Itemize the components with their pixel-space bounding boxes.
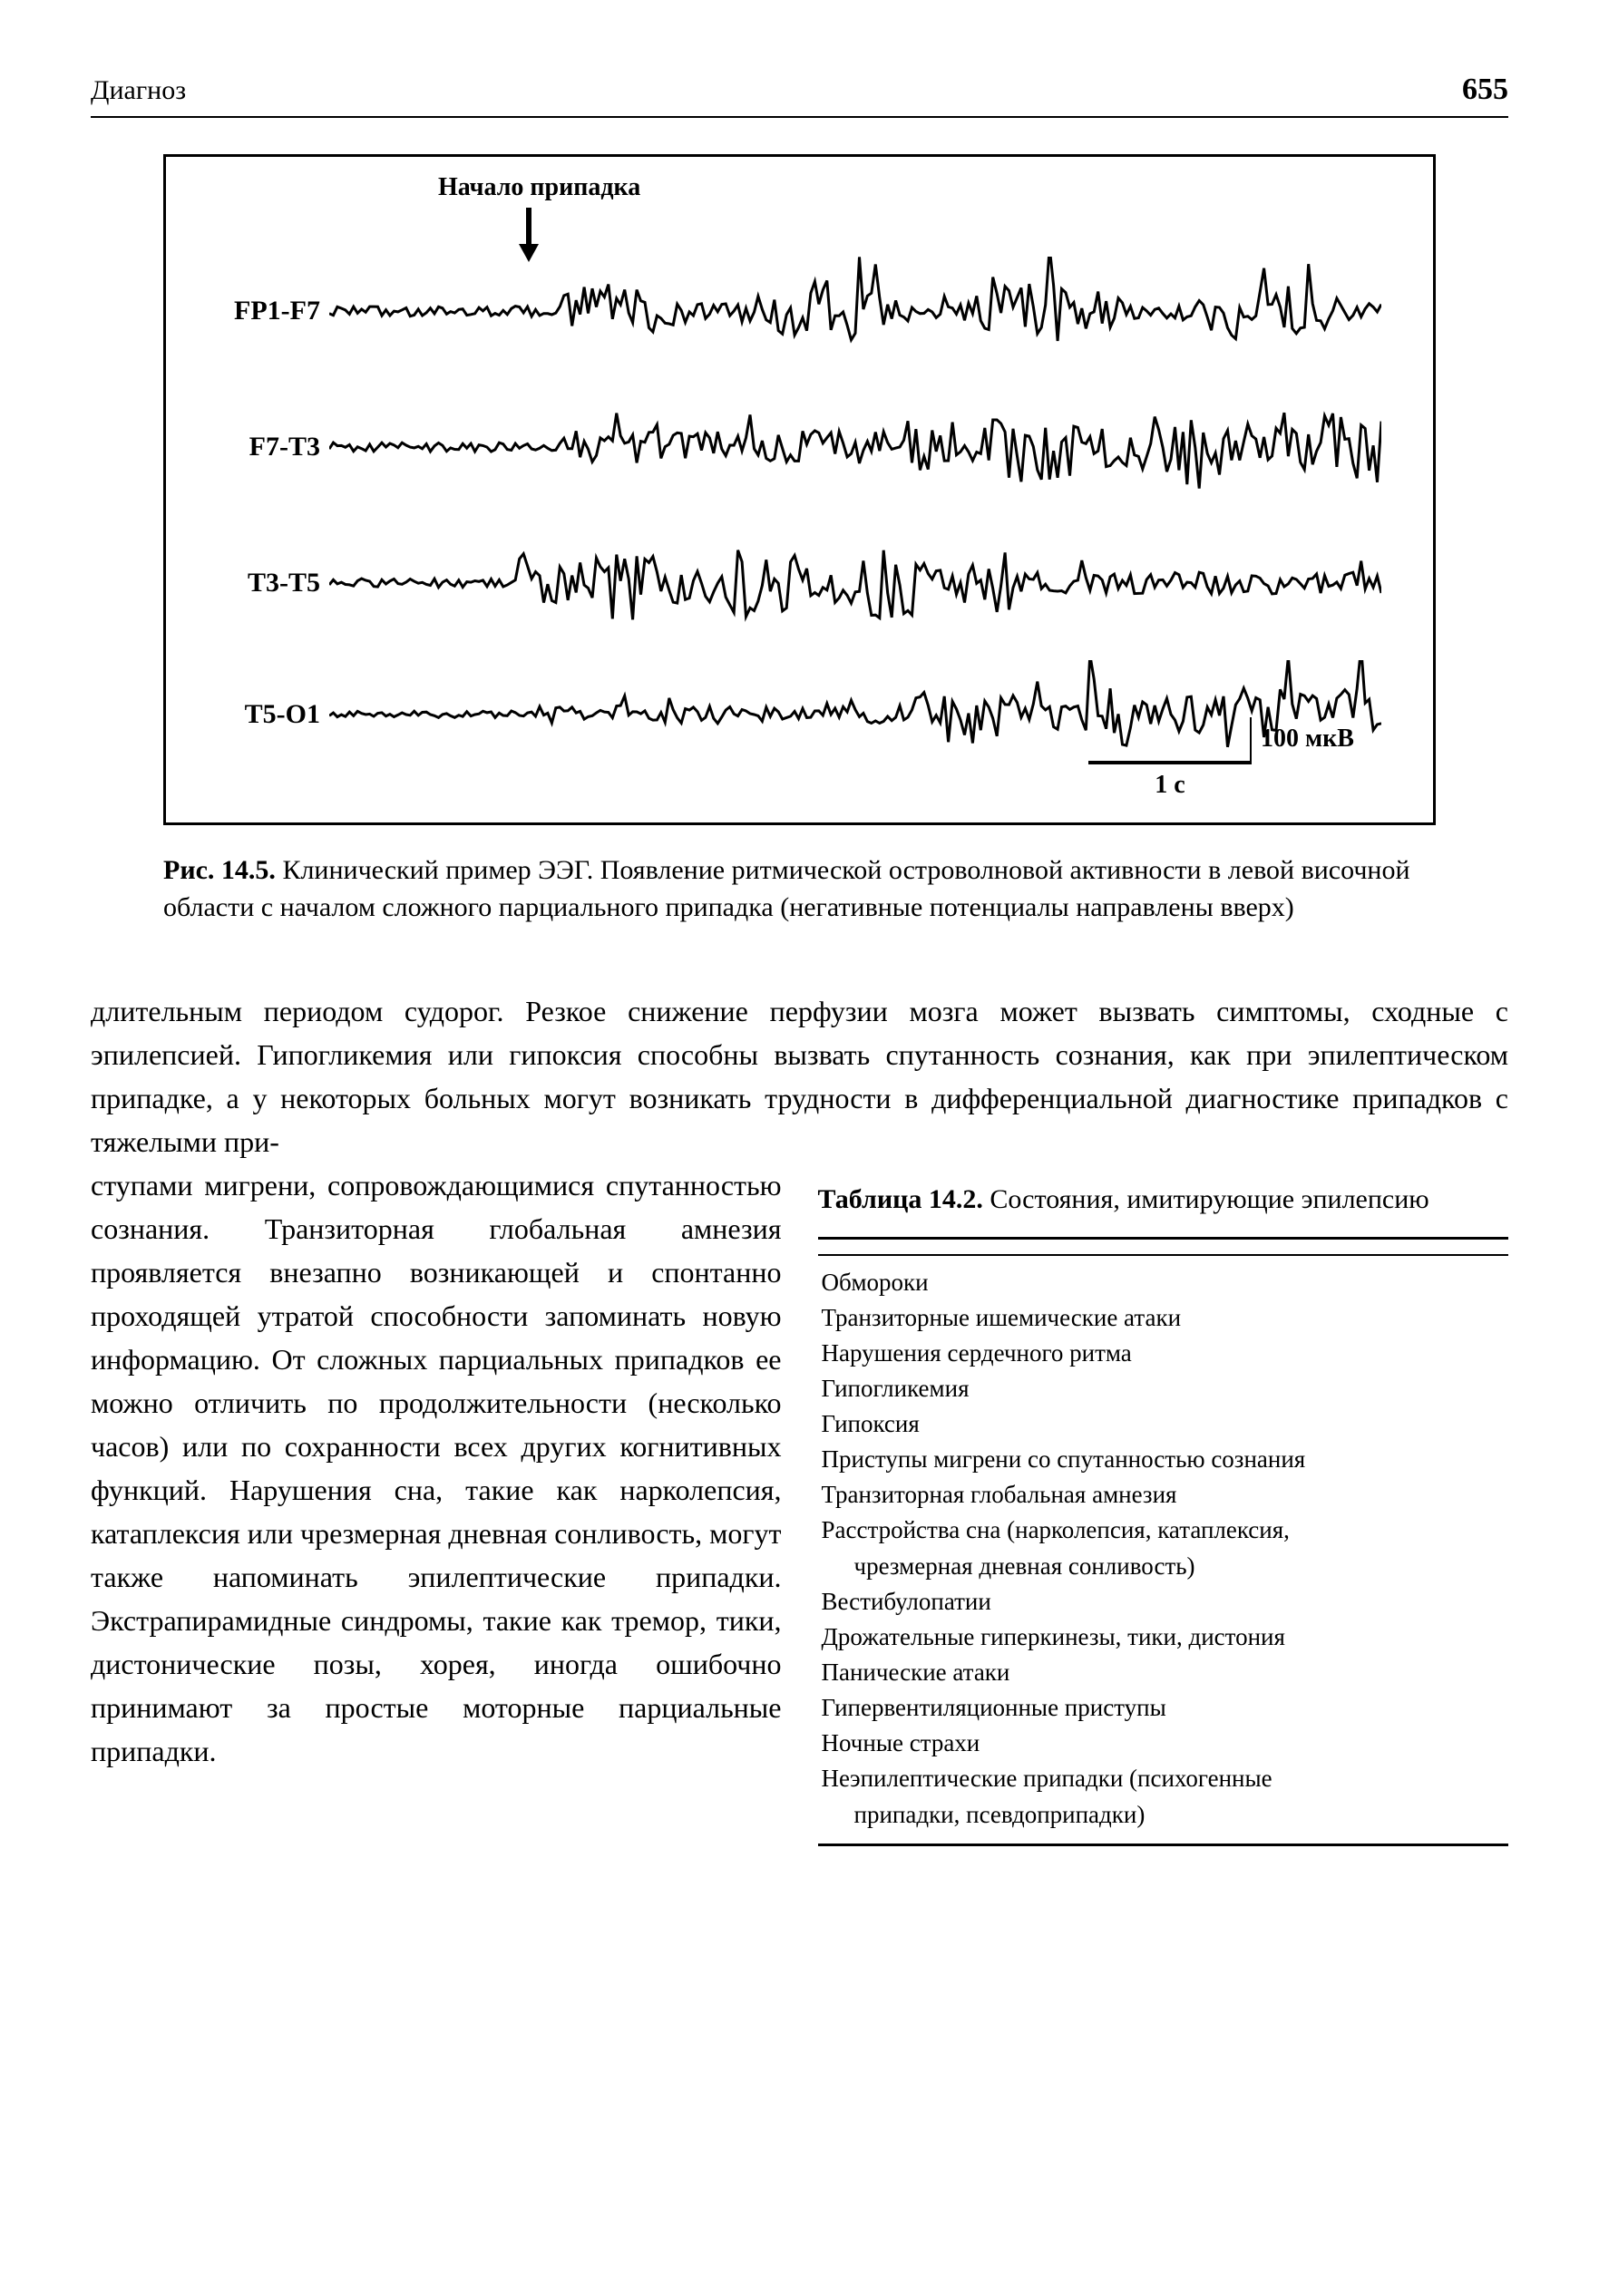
table-row: Гипоксия [818,1406,1509,1442]
body-paragraph-top: длительным периодом судорог. Резкое сниж… [91,989,1508,1163]
eeg-waveform [329,529,1406,637]
scale-amplitude: 100 мкВ [1261,725,1354,754]
eeg-channel-label: FP1-F7 [193,296,329,326]
body-paragraph-left: ступами мигрени, сопровождающимися спута… [91,1163,782,1846]
eeg-channel-label: T3-T5 [193,568,329,598]
table-row: Неэпилептические припадки (психогенные [818,1761,1509,1796]
figure-label: Рис. 14.5. [163,855,276,885]
onset-label: Начало припадка [438,173,640,202]
table-row: Гипервентиляционные приступы [818,1690,1509,1726]
page-header: Диагноз 655 [91,73,1508,118]
table-row: Гипогликемия [818,1371,1509,1406]
eeg-figure: Начало припадка FP1-F7 F7-T3 T3-T5 T5-O1 10… [163,154,1436,825]
table-row: чрезмерная дневная сонливость) [818,1549,1509,1584]
onset-arrow-icon [515,208,542,262]
table-row: Обмороки [818,1265,1509,1300]
eeg-waveform [329,393,1406,501]
table-row: припадки, псевдоприпадки) [818,1797,1509,1833]
scale-time: 1 с [1088,771,1252,800]
header-section: Диагноз [91,75,186,106]
table-row: Дрожательные гиперкинезы, тики, дистония [818,1620,1509,1655]
eeg-trace-row: F7-T3 [193,393,1406,501]
table-label: Таблица 14.2. [818,1184,983,1214]
table-row: Транзиторная глобальная амнезия [818,1477,1509,1513]
table-row: Нарушения сердечного ритма [818,1336,1509,1371]
table-row: Приступы мигрени со спутанностью сознани… [818,1442,1509,1477]
table-box: ОбморокиТранзиторные ишемические атакиНа… [818,1237,1509,1846]
eeg-trace-row: FP1-F7 [193,257,1406,365]
two-column-region: ступами мигрени, сопровождающимися спута… [91,1163,1508,1846]
table-column: Таблица 14.2. Состояния, имитирующие эпи… [818,1163,1509,1846]
eeg-channel-label: T5-O1 [193,699,329,730]
table-row: Ночные страхи [818,1726,1509,1761]
page-number: 655 [1462,73,1508,107]
eeg-channel-label: F7-T3 [193,432,329,462]
scale-bar: 100 мкВ 1 с [1088,717,1252,800]
table-row: Транзиторные ишемические атаки [818,1300,1509,1336]
table-row: Вестибулопатии [818,1584,1509,1620]
figure-caption-text: Клинический пример ЭЭГ. Появление ритмич… [163,855,1410,922]
table-row: Расстройства сна (нарколепсия, катаплекс… [818,1513,1509,1548]
eeg-waveform [329,257,1406,365]
figure-caption: Рис. 14.5. Клинический пример ЭЭГ. Появл… [163,852,1436,926]
table-row: Панические атаки [818,1655,1509,1690]
eeg-trace-row: T3-T5 [193,529,1406,637]
table-title: Таблица 14.2. Состояния, имитирующие эпи… [818,1182,1509,1219]
table-items: ОбморокиТранзиторные ишемические атакиНа… [818,1254,1509,1833]
table-title-text: Состояния, имитирующие эпилепсию [990,1184,1428,1214]
